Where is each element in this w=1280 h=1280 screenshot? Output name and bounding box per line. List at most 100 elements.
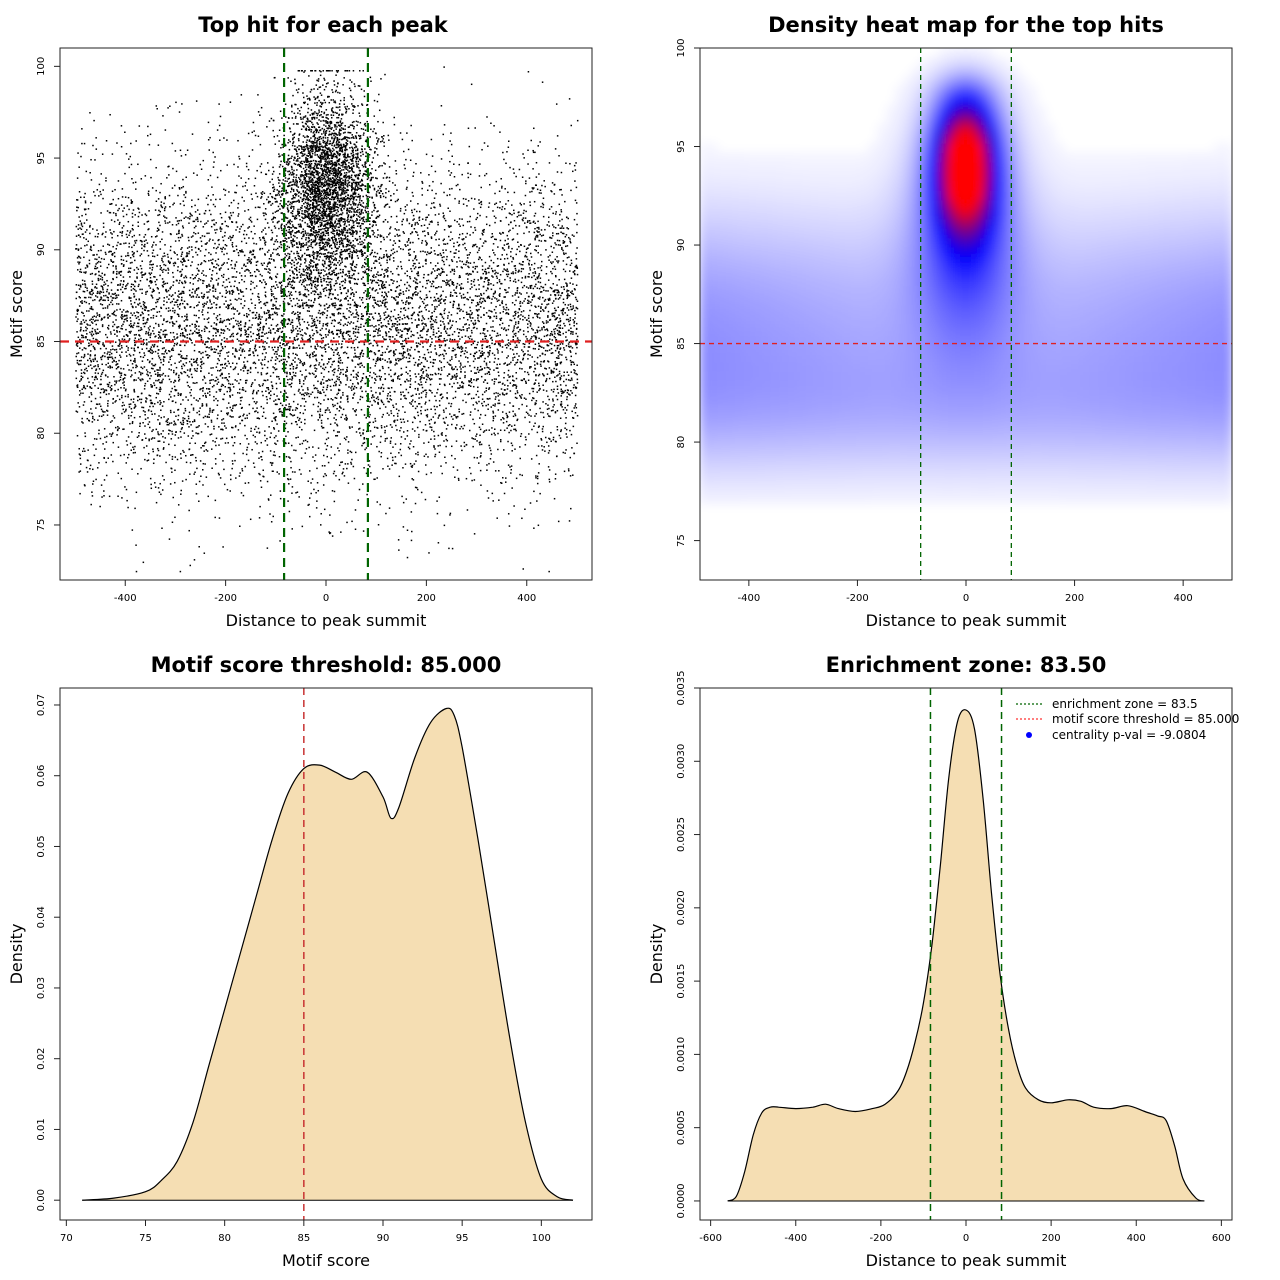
data-point xyxy=(274,240,276,243)
data-point xyxy=(246,379,248,382)
data-point xyxy=(301,329,304,331)
data-point xyxy=(101,324,104,326)
data-point xyxy=(493,392,495,395)
data-point xyxy=(273,393,275,396)
data-point xyxy=(76,206,78,208)
data-point xyxy=(352,231,355,234)
data-point xyxy=(203,328,206,330)
data-point xyxy=(192,288,194,290)
data-point xyxy=(92,318,94,321)
data-point xyxy=(242,414,244,417)
data-point xyxy=(346,417,348,420)
data-point xyxy=(397,198,399,201)
data-point xyxy=(113,329,115,332)
data-point xyxy=(473,261,475,264)
data-point xyxy=(280,243,282,246)
data-point xyxy=(139,314,142,317)
data-point xyxy=(557,520,560,523)
data-point xyxy=(479,469,482,472)
data-point xyxy=(292,279,294,282)
data-point xyxy=(314,280,317,283)
data-point xyxy=(308,338,310,341)
data-point xyxy=(382,284,385,287)
data-point xyxy=(496,265,499,267)
data-point xyxy=(226,365,228,367)
data-point xyxy=(163,356,165,358)
data-point xyxy=(99,391,102,394)
data-point xyxy=(552,212,554,215)
data-point xyxy=(86,327,88,330)
data-point xyxy=(200,367,203,369)
data-point xyxy=(566,436,568,438)
data-point xyxy=(114,255,116,258)
data-point xyxy=(112,245,114,248)
data-point xyxy=(345,292,348,295)
data-point xyxy=(280,246,283,249)
data-point xyxy=(204,415,207,418)
data-point xyxy=(421,336,424,339)
data-point xyxy=(466,319,469,321)
data-point xyxy=(540,439,543,441)
data-point xyxy=(223,393,226,396)
data-point xyxy=(417,237,420,240)
data-point xyxy=(456,368,458,371)
data-point xyxy=(412,171,415,174)
data-point xyxy=(311,478,314,480)
data-point xyxy=(348,386,350,388)
data-point xyxy=(97,364,99,366)
data-point xyxy=(567,294,569,297)
data-point xyxy=(362,301,364,304)
data-point xyxy=(136,277,138,279)
data-point xyxy=(303,285,305,287)
data-point xyxy=(206,291,208,293)
data-point xyxy=(86,339,89,341)
data-point xyxy=(258,335,261,338)
data-point xyxy=(94,348,96,351)
data-point xyxy=(237,332,239,335)
scatter-panel: Top hit for each peak -400 -200 0 200 400758… xyxy=(7,13,593,630)
data-point xyxy=(386,256,389,259)
data-point xyxy=(499,343,501,345)
data-point xyxy=(245,242,248,244)
data-point xyxy=(386,236,388,238)
data-point xyxy=(81,421,83,423)
data-point xyxy=(377,398,380,401)
data-point xyxy=(339,362,341,364)
data-point xyxy=(511,425,513,427)
data-point xyxy=(404,411,406,414)
data-point xyxy=(342,268,344,271)
data-point xyxy=(163,297,166,299)
data-point xyxy=(127,364,129,366)
data-point xyxy=(292,298,295,300)
data-point xyxy=(480,297,482,299)
data-point xyxy=(290,460,292,463)
data-point xyxy=(225,437,228,440)
data-point xyxy=(190,264,192,267)
data-point xyxy=(209,433,211,436)
data-point xyxy=(430,296,432,299)
data-point xyxy=(314,216,316,219)
data-point xyxy=(515,387,517,389)
data-point xyxy=(376,303,378,306)
data-point xyxy=(401,323,404,325)
data-point xyxy=(83,142,86,145)
data-point xyxy=(440,369,443,371)
data-point xyxy=(268,315,271,318)
data-point xyxy=(248,342,250,344)
data-point xyxy=(445,438,448,441)
data-point xyxy=(91,412,93,415)
data-point xyxy=(88,262,91,265)
data-point xyxy=(412,241,414,244)
data-point xyxy=(180,365,183,368)
data-point xyxy=(573,235,575,237)
data-point xyxy=(281,411,283,414)
data-point xyxy=(570,327,572,330)
data-point xyxy=(376,359,379,362)
data-point xyxy=(152,448,154,450)
data-point xyxy=(564,412,567,414)
data-point xyxy=(141,372,144,375)
data-point xyxy=(340,319,342,321)
data-point xyxy=(216,176,219,179)
data-point xyxy=(445,445,447,448)
data-point xyxy=(400,367,403,370)
